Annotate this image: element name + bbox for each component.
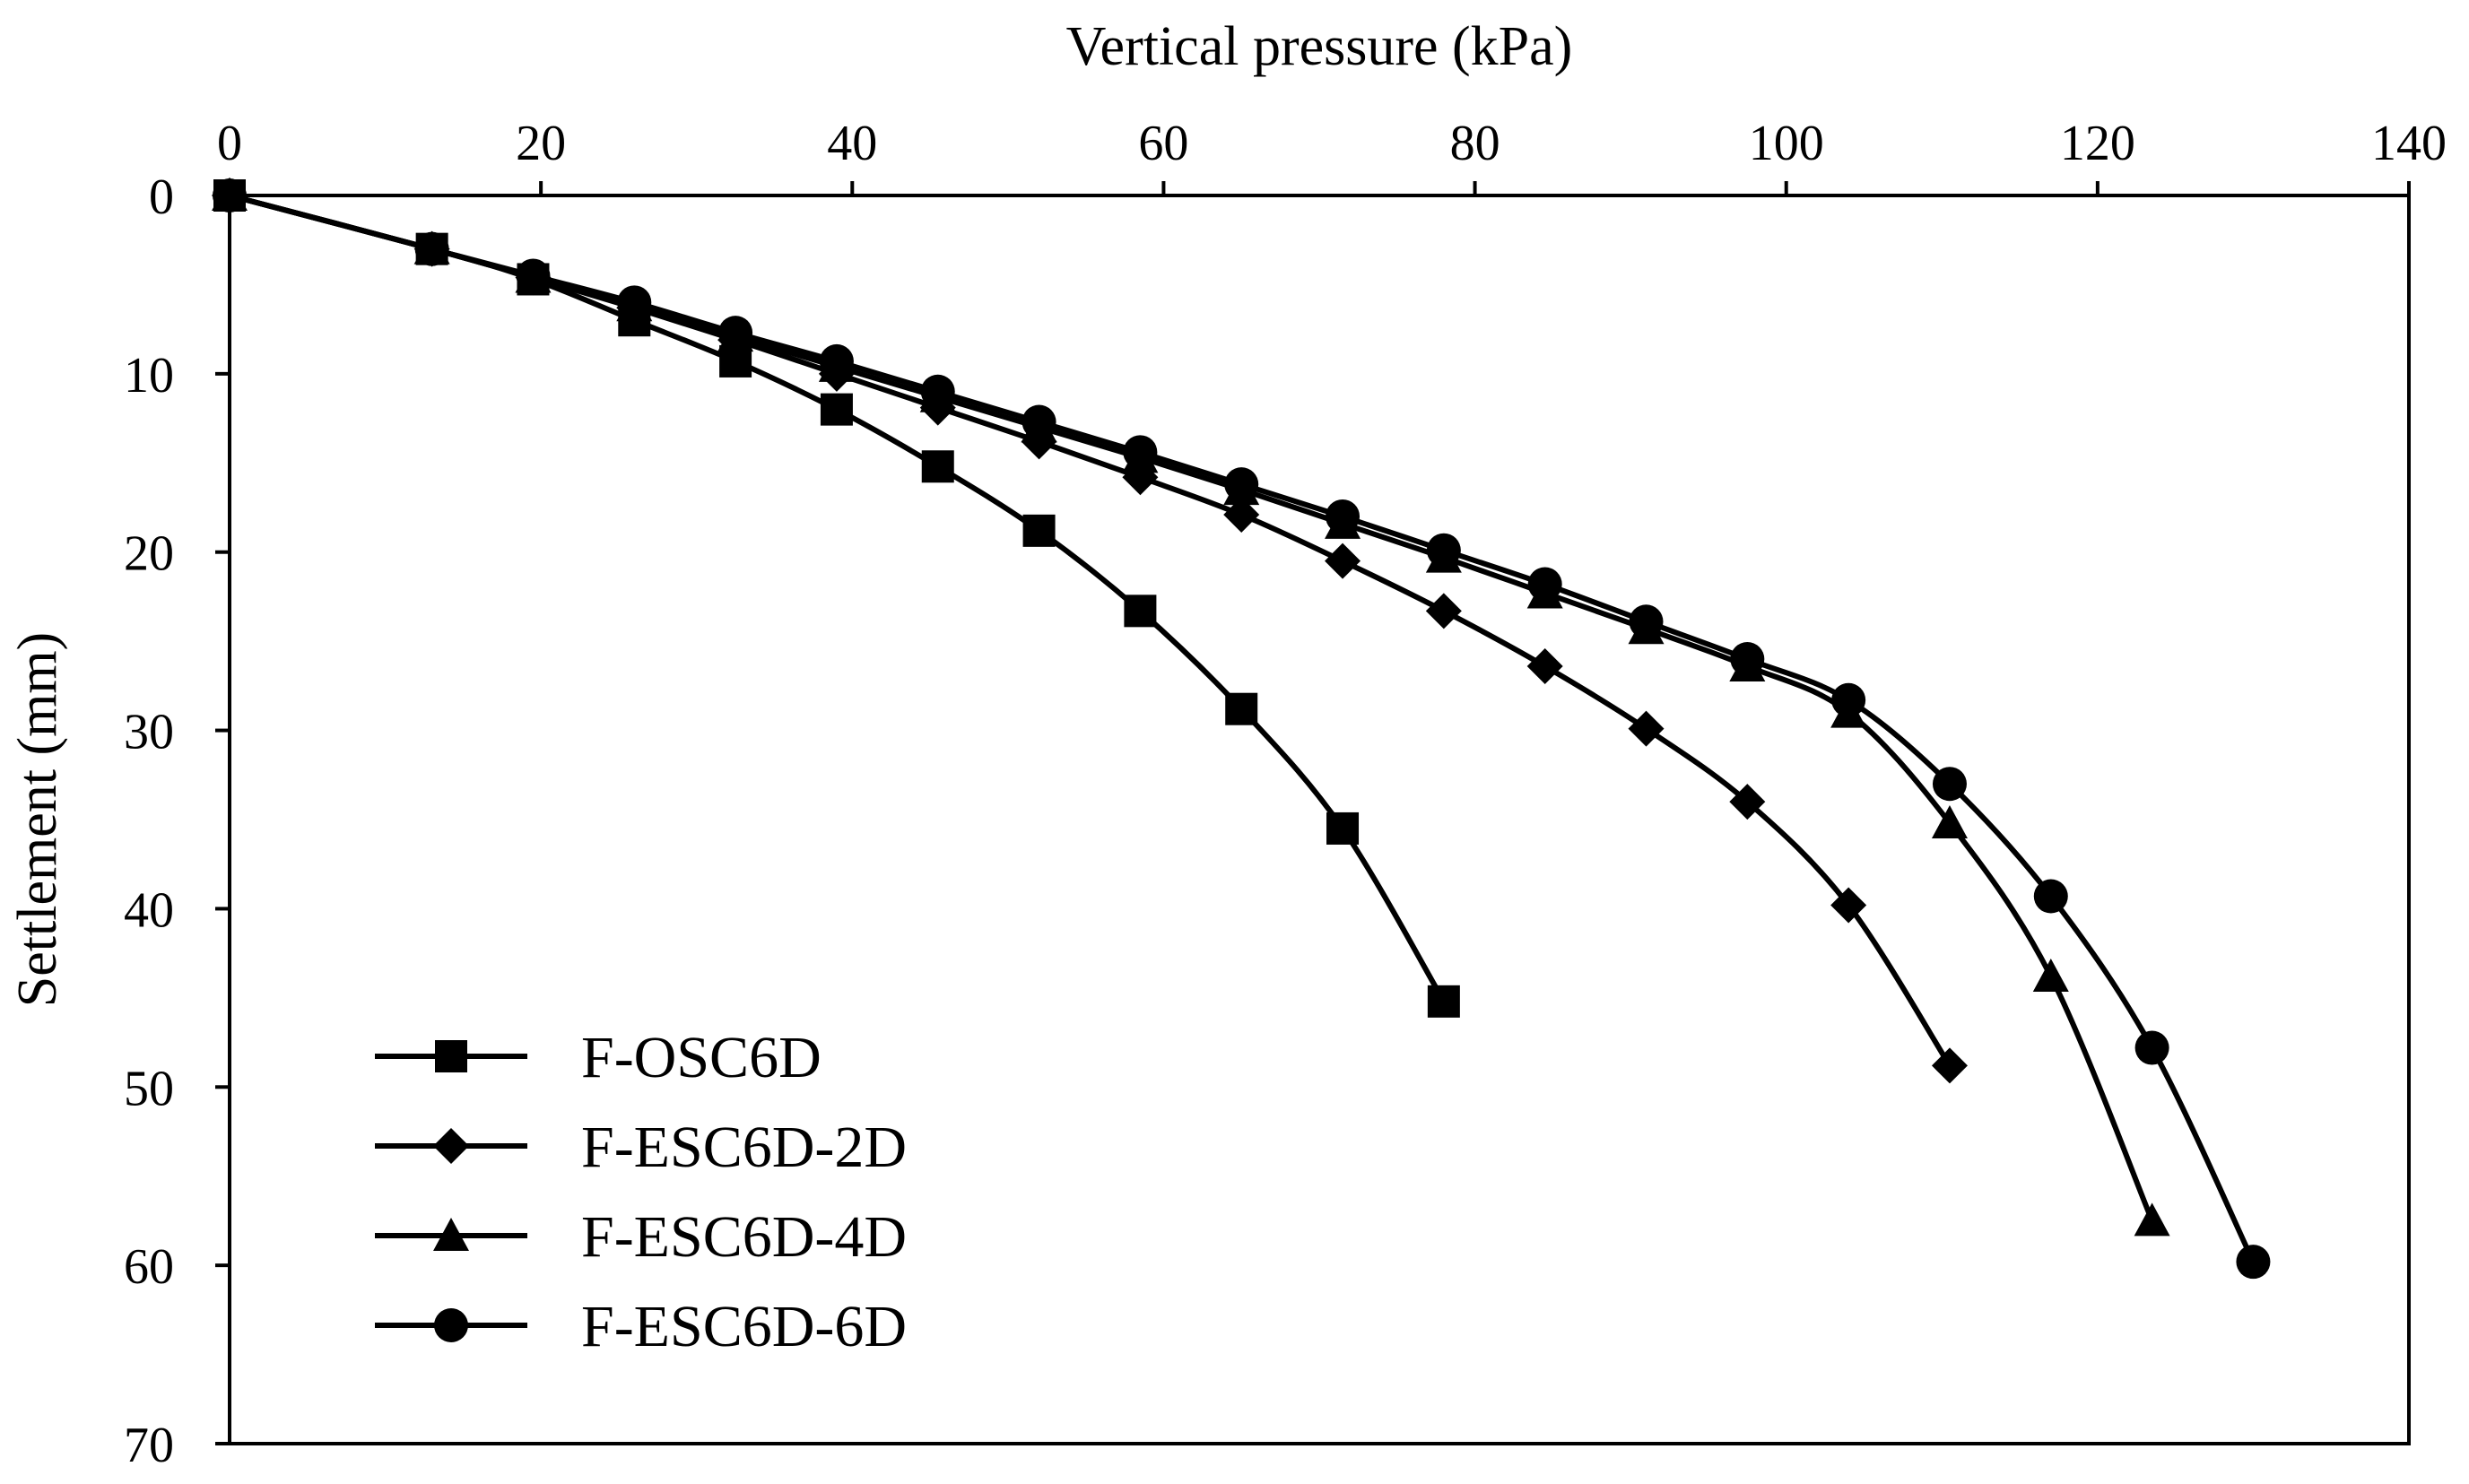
series-line bbox=[229, 193, 1447, 1003]
data-point bbox=[617, 285, 652, 320]
data-point bbox=[1932, 767, 1967, 802]
x-tick-label: 140 bbox=[2371, 116, 2447, 171]
data-point bbox=[1526, 647, 1563, 684]
data-point bbox=[2032, 958, 2069, 992]
data-point bbox=[2033, 879, 2068, 914]
data-point bbox=[1527, 567, 1562, 602]
x-tick-label: 0 bbox=[217, 116, 242, 171]
series-line bbox=[229, 193, 1952, 1068]
legend-item-f-esc6d-6d: F-ESC6D-6D bbox=[375, 1294, 907, 1359]
x-tick-label: 40 bbox=[827, 116, 877, 171]
data-point bbox=[1022, 514, 1056, 547]
data-point bbox=[1831, 682, 1866, 717]
series-f-osc6d bbox=[213, 179, 1460, 1018]
data-point bbox=[1425, 593, 1462, 629]
legend-marker bbox=[433, 1218, 469, 1251]
y-axis-title: Settlement (mm) bbox=[7, 632, 68, 1007]
legend-item-f-esc6d-2d: F-ESC6D-2D bbox=[375, 1115, 907, 1180]
data-point bbox=[1830, 887, 1867, 924]
data-point bbox=[920, 374, 955, 409]
y-tick-label: 0 bbox=[149, 169, 174, 225]
data-point bbox=[1426, 533, 1461, 568]
series-line bbox=[229, 193, 2256, 1263]
data-point bbox=[820, 393, 853, 426]
series-f-esc6d-6d bbox=[213, 178, 2271, 1280]
x-tick-label: 100 bbox=[1749, 116, 1824, 171]
data-point bbox=[1326, 811, 1360, 845]
y-tick-label: 60 bbox=[124, 1239, 174, 1295]
legend-marker bbox=[434, 1308, 468, 1342]
legend-label: F-ESC6D-6D bbox=[581, 1294, 907, 1359]
data-point bbox=[921, 450, 954, 483]
x-tick-label: 20 bbox=[516, 116, 566, 171]
data-point bbox=[2134, 1030, 2169, 1065]
data-point bbox=[1223, 496, 1260, 533]
y-tick-label: 10 bbox=[124, 348, 174, 404]
legend-item-f-osc6d: F-OSC6D bbox=[375, 1025, 822, 1090]
x-tick-label: 120 bbox=[2060, 116, 2135, 171]
legend-marker bbox=[433, 1128, 469, 1164]
y-tick-label: 40 bbox=[124, 882, 174, 938]
y-tick-label: 70 bbox=[124, 1418, 174, 1473]
y-tick-label: 50 bbox=[124, 1061, 174, 1116]
x-axis-title: Vertical pressure (kPa) bbox=[1066, 16, 1573, 77]
data-point bbox=[2134, 1202, 2170, 1237]
data-point bbox=[1931, 1047, 1968, 1084]
series-f-esc6d-4d bbox=[212, 178, 2170, 1237]
plot-frame bbox=[228, 194, 2411, 1445]
legend-label: F-ESC6D-2D bbox=[581, 1115, 907, 1180]
data-point bbox=[1225, 692, 1258, 725]
data-point bbox=[1325, 542, 1361, 579]
data-point bbox=[1123, 435, 1158, 470]
y-tick-label: 20 bbox=[124, 526, 174, 582]
data-point bbox=[414, 231, 449, 266]
legend-item-f-esc6d-4d: F-ESC6D-4D bbox=[375, 1204, 907, 1270]
legend-label: F-ESC6D-4D bbox=[581, 1204, 907, 1270]
data-point bbox=[1124, 594, 1157, 628]
legend-label: F-OSC6D bbox=[581, 1025, 822, 1090]
data-point bbox=[1022, 404, 1056, 439]
data-point bbox=[1931, 804, 1968, 838]
y-tick-label: 30 bbox=[124, 705, 174, 760]
data-point bbox=[1628, 710, 1665, 747]
x-tick-label: 80 bbox=[1450, 116, 1500, 171]
data-point bbox=[213, 178, 247, 213]
data-point bbox=[1224, 467, 1259, 502]
data-point bbox=[2236, 1245, 2271, 1280]
data-point bbox=[1326, 499, 1361, 534]
data-point bbox=[1629, 604, 1664, 639]
data-point bbox=[1730, 642, 1765, 677]
x-tick-label: 60 bbox=[1138, 116, 1188, 171]
data-point bbox=[819, 343, 854, 378]
data-point bbox=[718, 316, 753, 351]
data-point bbox=[1729, 784, 1766, 820]
data-point bbox=[1427, 985, 1460, 1018]
series-f-esc6d-2d bbox=[212, 178, 1968, 1084]
legend-marker bbox=[435, 1040, 467, 1072]
data-point bbox=[516, 258, 551, 293]
